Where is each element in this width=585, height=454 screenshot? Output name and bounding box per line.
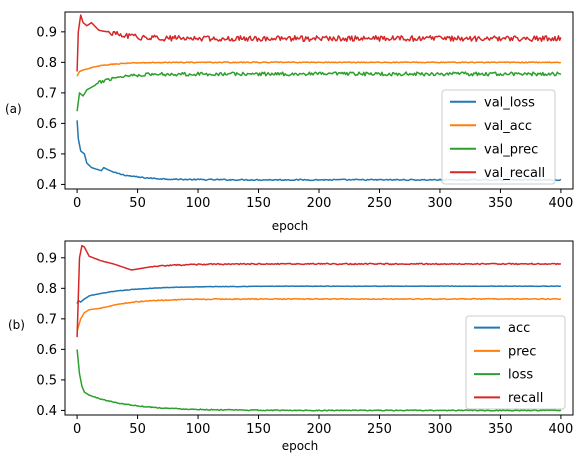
x-tick-label: 400 [548, 422, 573, 437]
x-tick-label: 350 [488, 196, 513, 211]
series-line-acc [76, 285, 561, 304]
y-tick-label: 0.4 [36, 404, 57, 419]
y-tick-label: 0.9 [36, 25, 57, 40]
x-tick-label: 150 [246, 196, 271, 211]
x-tick-label: 150 [246, 422, 271, 437]
x-tick-label: 400 [548, 196, 573, 211]
legend-label-acc: acc [508, 321, 530, 336]
x-tick-label: 250 [367, 422, 392, 437]
series-line-recall [76, 244, 561, 338]
y-tick-label: 0.8 [36, 282, 57, 297]
x-tick-label: 250 [367, 196, 392, 211]
x-tick-label: 50 [129, 422, 146, 437]
legend-box [465, 315, 566, 410]
series-line-val-recall [76, 14, 562, 72]
y-tick-label: 0.7 [36, 312, 57, 327]
x-tick-label: 100 [186, 196, 211, 211]
y-tick-label: 0.6 [36, 343, 57, 358]
y-tick-label: 0.7 [36, 86, 57, 101]
y-tick-label: 0.8 [36, 56, 57, 71]
series-line-loss [76, 349, 562, 412]
panel-label: (b) [8, 318, 25, 332]
x-tick-label: 350 [488, 422, 513, 437]
x-tick-label: 200 [307, 196, 332, 211]
panel-b: (b) 0 50 100 150 200 250 300 350 400 0.4 0.5 0.6 0.7… [8, 240, 574, 453]
x-axis-label: epoch [282, 439, 319, 453]
x-axis-label: epoch [272, 219, 309, 233]
x-tick-label: 100 [186, 422, 211, 437]
legend-label-recall: recall [508, 391, 543, 406]
series-line-val-acc [76, 61, 562, 77]
legend-label-val-prec: val_prec [484, 142, 538, 157]
y-tick-label: 0.5 [36, 373, 57, 388]
x-tick-label: 0 [73, 196, 81, 211]
y-tick-label: 0.6 [36, 117, 57, 132]
legend-label-val-acc: val_acc [484, 119, 532, 134]
legend-label-prec: prec [508, 344, 536, 359]
panel-label: (a) [5, 102, 22, 116]
legend-label-val-loss: val_loss [484, 95, 535, 110]
series-line-val-prec [76, 71, 562, 112]
y-tick-label: 0.9 [36, 251, 57, 266]
x-tick-label: 300 [428, 196, 453, 211]
x-tick-label: 0 [73, 422, 81, 437]
ticks-layer: 0 50 100 150 200 250 300 350 400 0.4 0.5 0.6 0.7 0.8 0… [36, 25, 573, 211]
x-tick-label: 200 [307, 422, 332, 437]
ticks-layer: 0 50 100 150 200 250 300 350 400 0.4 0.5 0.6 0.7 0.8 0… [36, 251, 573, 437]
legend: acc prec loss recall [465, 315, 566, 410]
legend: val_loss val_acc val_prec val_recall [441, 89, 556, 185]
series-line-prec [76, 297, 562, 332]
x-tick-label: 300 [428, 422, 453, 437]
legend-box [441, 89, 556, 185]
series-layer [76, 244, 562, 412]
legend-label-loss: loss [508, 368, 533, 383]
legend-label-val-recall: val_recall [484, 166, 545, 181]
panel-a: (a) 0 50 100 150 200 250 300 350 400 0.4 0.5 0.6 0.7… [5, 11, 574, 233]
x-tick-label: 50 [129, 196, 146, 211]
y-tick-label: 0.5 [36, 147, 57, 162]
y-tick-label: 0.4 [36, 178, 57, 193]
